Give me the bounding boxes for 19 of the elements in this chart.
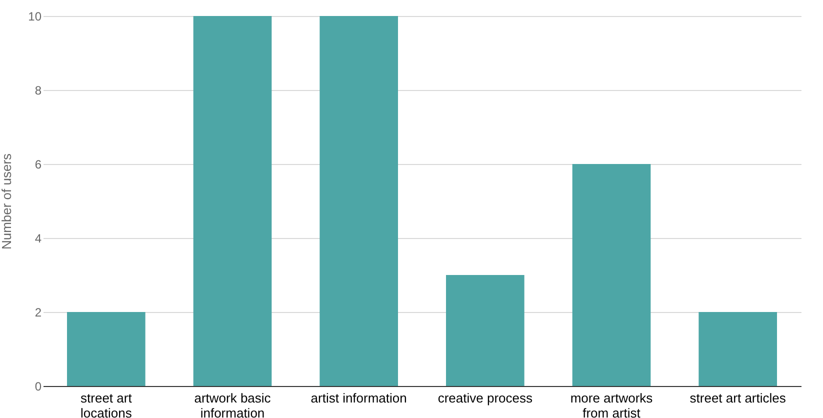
- bar: [193, 16, 272, 386]
- bar: [446, 275, 524, 386]
- bar: [320, 16, 398, 386]
- x-tick-label: artist information: [310, 390, 407, 406]
- bar: [67, 312, 146, 386]
- bar: [572, 164, 651, 386]
- y-axis-title: Number of users: [0, 152, 14, 250]
- y-tick-label: 0: [34, 380, 42, 394]
- bar: [698, 312, 777, 386]
- y-tick-label: 6: [34, 158, 42, 172]
- x-tick-label: creative process: [438, 390, 533, 406]
- y-tick-label: 8: [34, 84, 42, 98]
- x-tick-label: artwork basic information: [194, 390, 272, 418]
- x-tick-label: street art articles: [690, 390, 786, 406]
- y-tick-label: 2: [34, 306, 42, 320]
- y-tick-label: 4: [34, 232, 42, 246]
- x-tick-label: more artworks from artist: [570, 390, 654, 418]
- y-tick-label: 10: [28, 10, 42, 24]
- x-tick-label: street art locations: [80, 390, 132, 418]
